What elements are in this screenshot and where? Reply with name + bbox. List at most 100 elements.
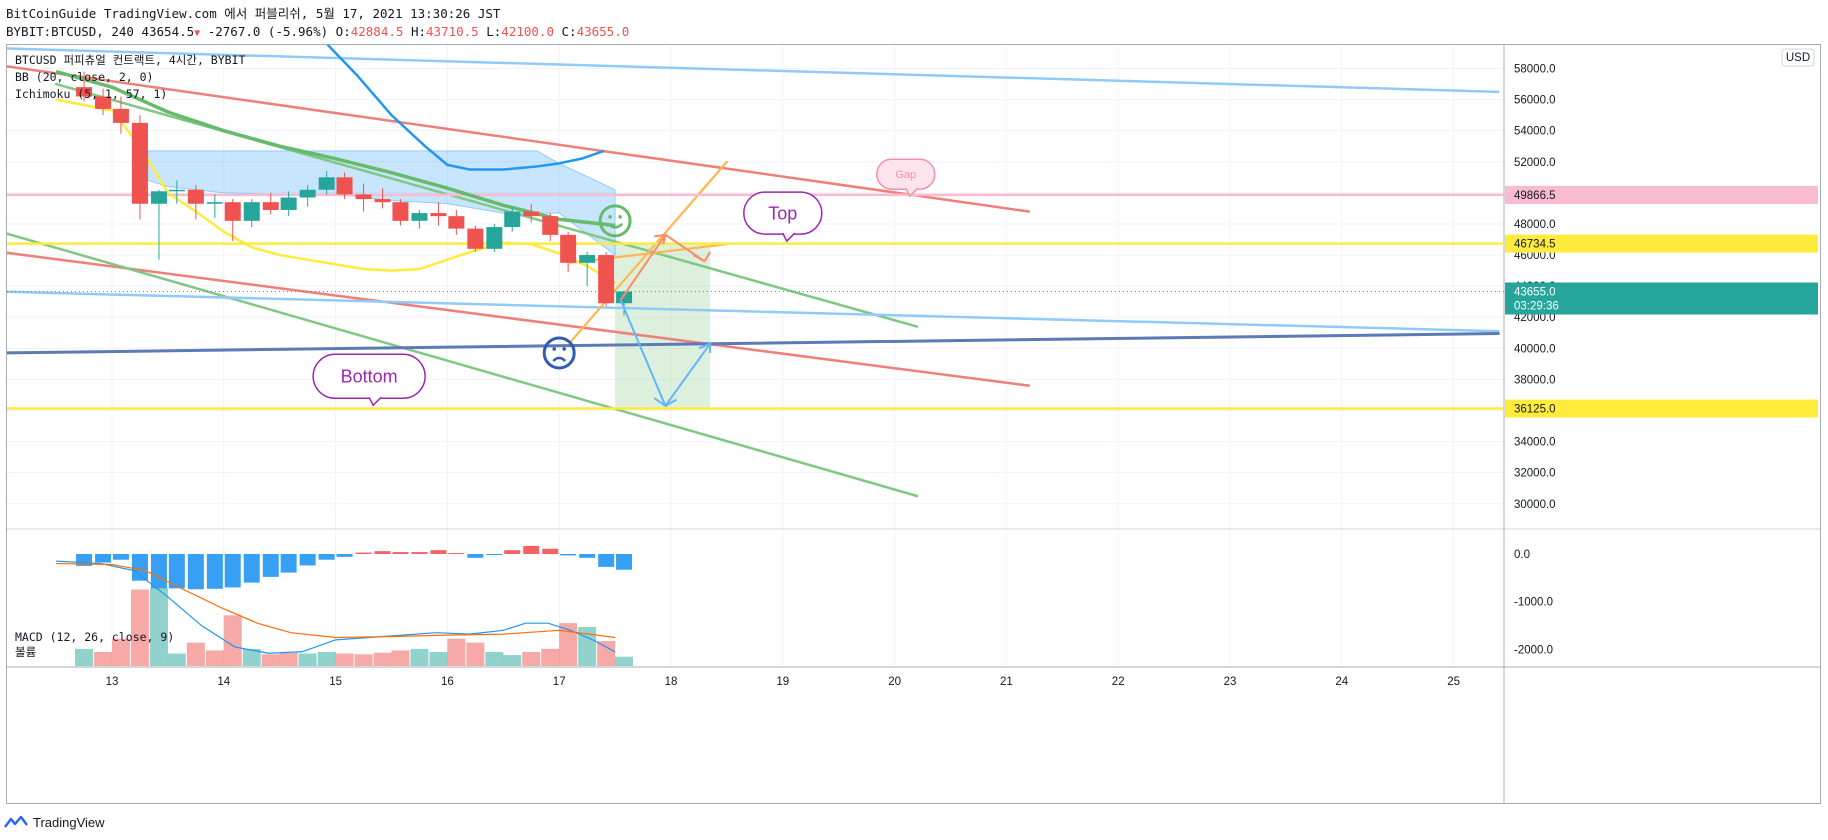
- bb-basis-line: [55, 98, 616, 285]
- volume-bar: [447, 638, 466, 666]
- legend-volume[interactable]: 볼륨: [15, 645, 37, 659]
- legend-ichimoku[interactable]: Ichimoku (5, 1, 57, 1): [15, 87, 168, 101]
- volume-bar: [373, 652, 392, 666]
- macd-histogram-bar: [430, 550, 447, 554]
- candle-body: [579, 255, 596, 263]
- price-axis-tick: 58000.0: [1514, 64, 1556, 76]
- ohlc-bar: BYBIT:BTCUSD, 240 43654.5▼ -2767.0 (-5.9…: [6, 24, 629, 41]
- candle-body: [467, 228, 484, 249]
- high-label: H:: [410, 24, 427, 39]
- macd-histogram-bar: [542, 548, 559, 554]
- gap-callout-tail: [905, 187, 919, 198]
- legend-title: BTCUSD 퍼피츄얼 컨트랙트, 4시간, BYBIT: [15, 53, 246, 67]
- price-axis-tick: 42000.0: [1514, 312, 1556, 324]
- level-axis-label-bg: [1505, 185, 1818, 204]
- candle-body: [206, 202, 223, 204]
- volume-bar: [130, 589, 149, 666]
- volume-bar: [410, 648, 429, 666]
- top-arrowhead-2: [692, 251, 711, 263]
- volume-bar: [335, 653, 354, 666]
- level-axis-label: 46734.5: [1514, 239, 1556, 251]
- bottom-callout-tail: [368, 396, 382, 407]
- volume-bar: [429, 651, 448, 666]
- macd-histogram-bar: [318, 554, 335, 560]
- macd-axis-tick: -1000.0: [1514, 597, 1553, 609]
- top-callout-tail: [782, 232, 796, 243]
- trendline-orange-up: [569, 160, 729, 344]
- bottom-arrowhead-1: [653, 397, 678, 407]
- candle-body: [355, 194, 372, 200]
- candle-body: [243, 202, 260, 221]
- trendline-red-lower: [7, 251, 1031, 387]
- macd-histogram-bar: [280, 554, 297, 573]
- price-axis-tick: 34000.0: [1514, 437, 1556, 449]
- low-label: L:: [486, 24, 502, 39]
- candle-body: [187, 189, 204, 204]
- currency-label: USD: [1786, 52, 1810, 64]
- legend-macd[interactable]: MACD (12, 26, close, 9): [15, 630, 175, 644]
- ichimoku-line: [326, 45, 605, 171]
- chart-frame[interactable]: Gap Top Bottom 58000.0 56000.0 54000.0 52000.0…: [6, 44, 1821, 804]
- candle-body: [168, 189, 185, 192]
- trendline-orange-short: [569, 243, 729, 264]
- time-axis-tick: 14: [217, 676, 230, 688]
- macd-histogram-bar: [224, 554, 241, 588]
- volume-bar: [242, 648, 261, 666]
- legend-bb[interactable]: BB (20, close, 2, 0): [15, 70, 154, 84]
- trendline-blue-mid: [7, 290, 1500, 333]
- price-axis-tick: 52000.0: [1514, 157, 1556, 169]
- smiley-happy-icon-eye: [608, 215, 612, 219]
- price-change: -2767.0 (-5.96%): [207, 24, 329, 39]
- candle-body: [299, 189, 316, 198]
- chart-canvas[interactable]: Gap Top Bottom 58000.0 56000.0 54000.0 52000.0…: [7, 45, 1820, 803]
- price-axis-tick: 30000.0: [1514, 499, 1556, 511]
- time-axis-tick: 13: [106, 676, 119, 688]
- publish-info: BitCoinGuide TradingView.com 에서 퍼블리쉬, 5월…: [6, 6, 501, 21]
- trendline-blue-top: [7, 47, 1500, 94]
- low-value: 42100.0: [501, 24, 554, 39]
- ma-green-line: [55, 69, 616, 228]
- countdown-label: 03:29:36: [1514, 300, 1559, 312]
- macd-histogram-bar: [243, 554, 260, 583]
- level-axis-label: 49866.5: [1514, 190, 1556, 202]
- macd-histogram-bar: [448, 553, 465, 555]
- volume-bar: [298, 653, 317, 666]
- macd-histogram-bar: [206, 554, 223, 589]
- candle-body: [76, 87, 93, 97]
- price-axis-tick: 56000.0: [1514, 95, 1556, 107]
- macd-histogram-bar: [355, 552, 372, 554]
- macd-histogram-bar: [616, 554, 633, 570]
- candle-body: [336, 177, 353, 195]
- volume-bar: [578, 627, 597, 666]
- smiley-sad-icon-mouth: [552, 356, 567, 362]
- open-value: 42884.5: [350, 24, 404, 39]
- gap-callout: Gap: [876, 158, 936, 198]
- time-axis-tick: 20: [888, 676, 901, 688]
- volume-bar: [541, 648, 560, 666]
- volume-bar: [317, 651, 336, 666]
- time-axis-tick: 23: [1224, 676, 1237, 688]
- time-axis-tick: 25: [1447, 676, 1460, 688]
- volume-bar: [186, 642, 205, 666]
- footer-brand[interactable]: TradingView: [4, 812, 105, 832]
- macd-histogram-bar: [374, 551, 391, 554]
- volume-bar: [223, 615, 242, 666]
- time-axis-tick: 22: [1112, 676, 1125, 688]
- time-axis-tick: 16: [441, 676, 454, 688]
- time-axis-tick: 15: [329, 676, 342, 688]
- smiley-sad-icon-eye: [562, 347, 566, 351]
- macd-histogram-bar: [467, 554, 484, 558]
- macd-histogram-bar: [150, 554, 167, 589]
- volume-bar: [354, 654, 373, 666]
- candle-body: [112, 108, 129, 123]
- smiley-happy-icon-eye: [618, 215, 622, 219]
- volume-bar: [597, 641, 616, 666]
- open-label: O:: [335, 24, 351, 39]
- price-axis-tick: 38000.0: [1514, 374, 1556, 386]
- macd-histogram-bar: [392, 552, 409, 554]
- top-arrowhead-1: [654, 233, 667, 245]
- level-axis-label: 36125.0: [1514, 404, 1556, 416]
- top-callout: Top: [743, 191, 823, 243]
- volume-bar: [261, 654, 280, 666]
- smiley-sad-icon: [542, 336, 576, 370]
